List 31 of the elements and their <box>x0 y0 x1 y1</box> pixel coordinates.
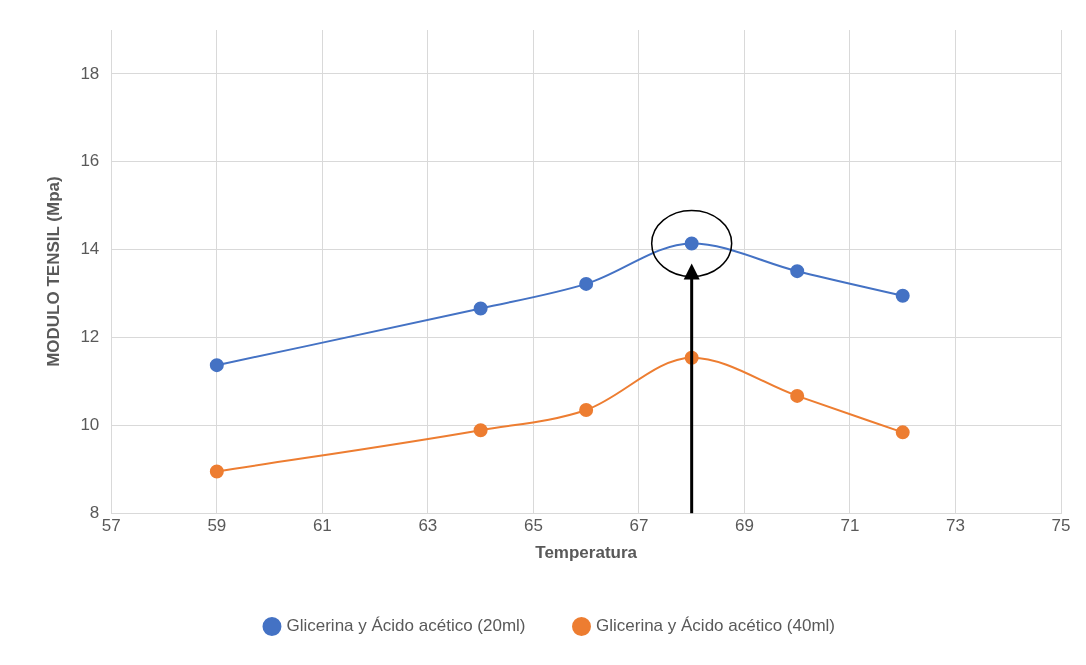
point <box>473 423 488 438</box>
x-tick-label: 71 <box>840 516 860 536</box>
x-tick-label: 69 <box>734 516 754 536</box>
point <box>790 388 805 403</box>
point <box>895 425 910 440</box>
point <box>209 464 224 479</box>
x-tick-label: 63 <box>418 516 438 536</box>
point <box>473 301 488 316</box>
legend-label: Glicerina y Ácido acético (40ml) <box>596 616 836 636</box>
x-tick-label: 61 <box>312 516 332 536</box>
y-tick-label: 14 <box>80 239 100 259</box>
point <box>579 402 594 417</box>
x-tick-label: 73 <box>946 516 965 536</box>
y-axis-title: MODULO TENSIL (Mpa) <box>43 176 63 367</box>
x-tick-label: 57 <box>101 516 121 536</box>
x-axis-title: Temperatura <box>535 543 638 563</box>
point <box>209 358 224 373</box>
point <box>790 264 805 279</box>
legend-label: Glicerina y Ácido acético (20ml) <box>286 616 526 636</box>
point <box>684 236 699 251</box>
y-tick-label: 8 <box>89 502 100 522</box>
point <box>895 288 910 303</box>
point <box>579 276 594 291</box>
y-tick-label: 16 <box>80 151 100 171</box>
x-tick-label: 67 <box>629 516 649 536</box>
y-tick-label: 10 <box>80 415 100 435</box>
x-tick-label: 59 <box>207 516 227 536</box>
x-tick-label: 65 <box>523 516 543 536</box>
y-tick-label: 18 <box>80 63 100 83</box>
y-tick-label: 12 <box>80 327 100 347</box>
x-tick-label: 75 <box>1051 516 1071 536</box>
